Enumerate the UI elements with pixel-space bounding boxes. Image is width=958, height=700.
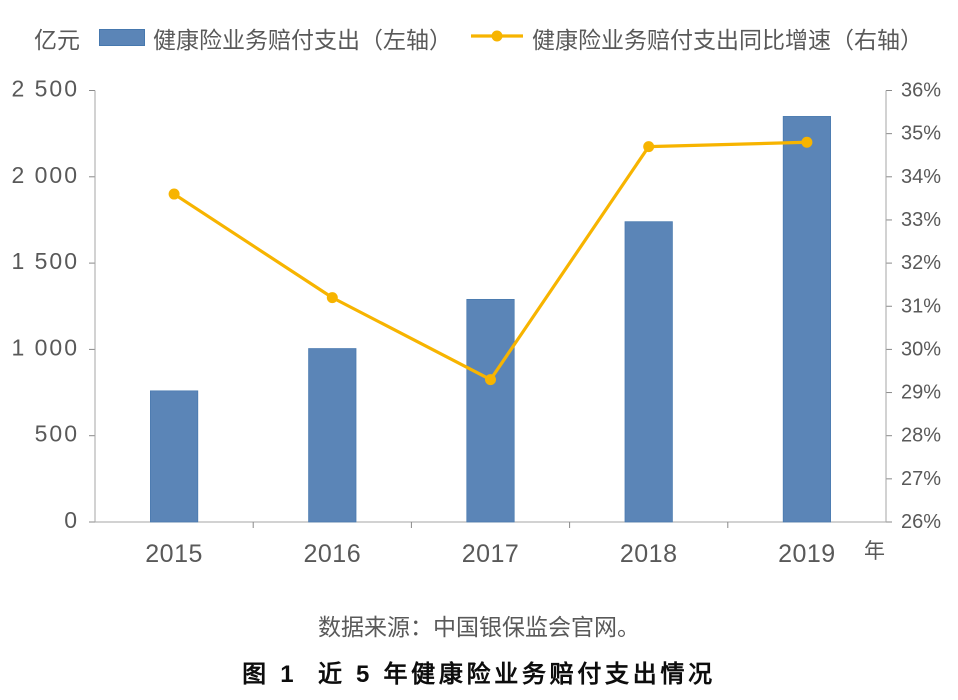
svg-text:2017: 2017 — [462, 540, 520, 568]
svg-text:1 000: 1 000 — [11, 334, 79, 360]
svg-text:28%: 28% — [901, 425, 941, 447]
svg-text:年: 年 — [864, 540, 885, 563]
svg-text:30%: 30% — [901, 338, 941, 360]
svg-text:29%: 29% — [901, 382, 941, 404]
svg-text:500: 500 — [35, 421, 79, 447]
svg-text:2019: 2019 — [778, 540, 836, 568]
svg-text:2015: 2015 — [145, 540, 203, 568]
svg-text:2016: 2016 — [303, 540, 361, 568]
svg-text:35%: 35% — [901, 123, 941, 145]
svg-text:27%: 27% — [901, 468, 941, 490]
svg-text:26%: 26% — [901, 511, 941, 533]
svg-text:32%: 32% — [901, 252, 941, 274]
svg-text:34%: 34% — [901, 166, 941, 188]
svg-text:0: 0 — [64, 507, 79, 533]
svg-text:2018: 2018 — [620, 540, 678, 568]
svg-text:1 500: 1 500 — [11, 248, 79, 274]
svg-text:36%: 36% — [901, 80, 941, 102]
svg-text:2 000: 2 000 — [11, 162, 79, 188]
svg-text:31%: 31% — [901, 295, 941, 317]
svg-text:2 500: 2 500 — [11, 76, 79, 102]
svg-text:33%: 33% — [901, 209, 941, 231]
